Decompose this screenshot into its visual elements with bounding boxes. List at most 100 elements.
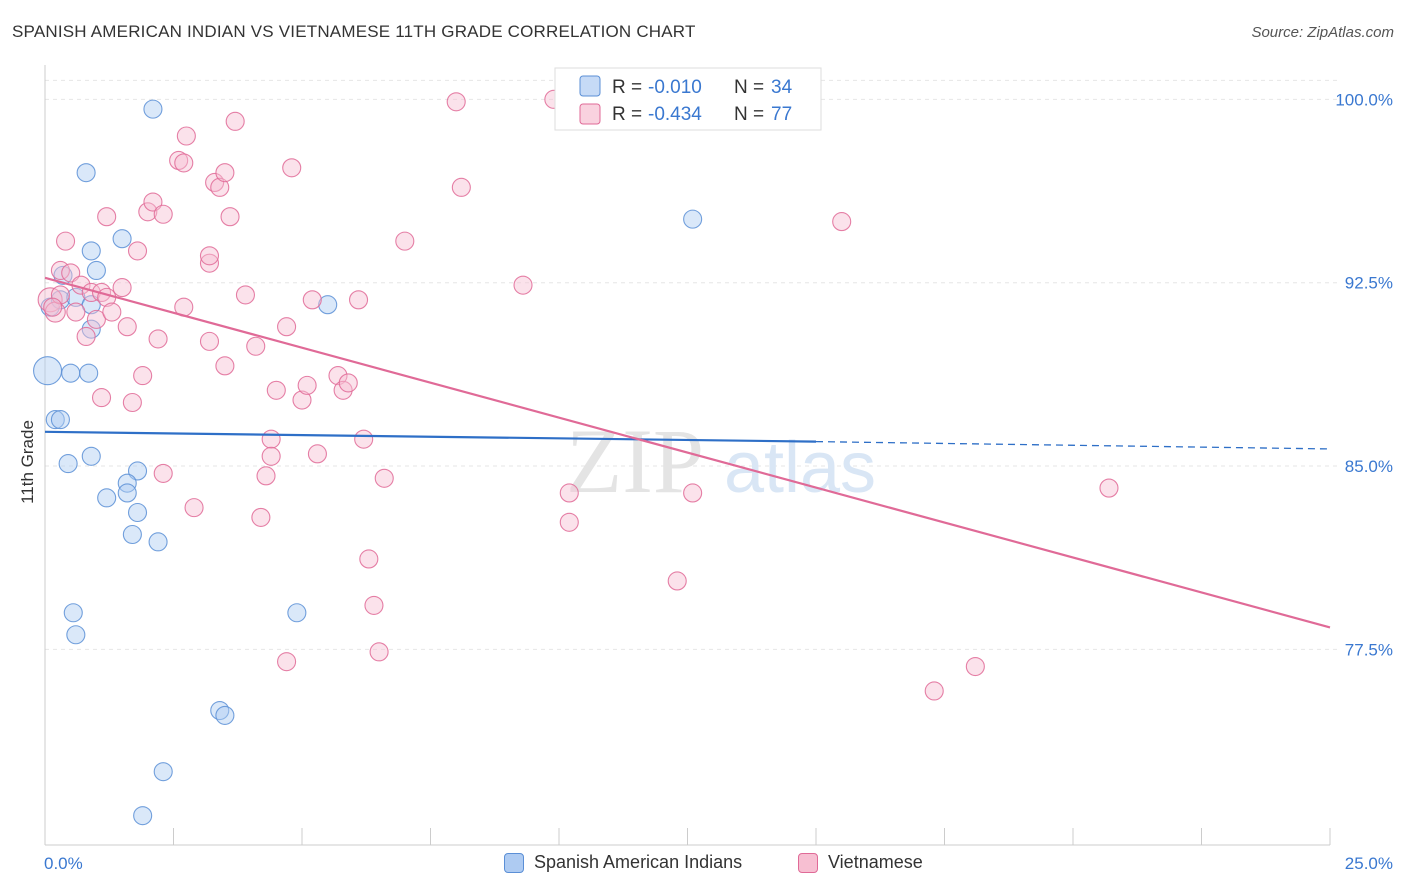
point-0-17 [61, 363, 81, 383]
legend-series-swatch-1 [798, 852, 818, 873]
point-0-5 [53, 265, 73, 285]
point-1-30 [225, 111, 245, 131]
point-0-2 [50, 410, 70, 430]
x-tick-labels: 0.0% 25.0% [44, 854, 1393, 873]
point-0-26 [148, 532, 168, 552]
legend-n-0: 34 [771, 77, 793, 98]
point-1-51 [292, 390, 312, 410]
points-spanish-american-indians [33, 99, 703, 826]
point-1-29 [220, 207, 240, 227]
point-1-67 [559, 512, 579, 532]
watermark-zip: ZIP [566, 410, 704, 512]
trend-line-spanish-american-indians [44, 430, 817, 443]
point-1-28 [215, 163, 235, 183]
point-1-55 [338, 373, 358, 393]
point-0-12 [683, 209, 703, 229]
point-0-31 [215, 705, 235, 725]
point-0-22 [117, 483, 137, 503]
point-0-29 [287, 603, 307, 623]
axes [44, 65, 1331, 846]
chart-title: SPANISH AMERICAN INDIAN VS VIETNAMESE 11… [12, 22, 696, 41]
point-0-23 [97, 488, 117, 508]
point-0-13 [318, 295, 338, 315]
point-0-27 [63, 603, 83, 623]
legend-series-swatch-0 [504, 852, 524, 873]
point-1-25 [199, 246, 220, 266]
point-1-56 [261, 429, 281, 449]
legend-item-spanish-american-indians[interactable]: Spanish American Indians [504, 852, 742, 873]
point-1-74 [965, 656, 985, 677]
point-1-40 [348, 290, 369, 310]
point-0-6 [66, 287, 86, 307]
point-1-8 [76, 326, 96, 347]
point-1-60 [153, 463, 173, 483]
point-1-21 [169, 150, 189, 171]
gridlines [45, 79, 1340, 650]
point-1-36 [246, 336, 266, 356]
point-0-7 [86, 260, 106, 281]
y-tick-label-1: 85.0% [1345, 457, 1393, 476]
point-1-63 [184, 498, 204, 518]
point-1-59 [354, 429, 374, 449]
point-1-45 [513, 275, 533, 295]
point-0-21 [117, 473, 137, 493]
point-1-76 [43, 297, 63, 317]
point-1-73 [277, 652, 297, 672]
point-0-9 [112, 229, 132, 249]
trend-line-vietnamese [44, 276, 1331, 629]
point-1-64 [251, 507, 271, 527]
point-1-39 [302, 290, 322, 310]
point-0-4 [50, 290, 70, 310]
legend-stats: R = -0.010 N = 34 R = -0.434 N = 77 [554, 67, 822, 131]
point-1-24 [199, 253, 220, 273]
point-1-6 [66, 302, 86, 322]
point-1-5 [61, 263, 81, 283]
legend-series-label-1: Vietnamese [828, 852, 923, 872]
point-1-15 [117, 317, 137, 337]
point-1-49 [122, 392, 142, 413]
point-0-11 [143, 99, 163, 119]
legend-swatch-1 [579, 103, 601, 125]
point-1-47 [133, 366, 153, 386]
point-1-10 [86, 309, 106, 329]
point-1-17 [127, 241, 148, 261]
point-1-65 [559, 483, 579, 503]
point-1-37 [277, 317, 297, 337]
legend-r-label-0: R = [612, 77, 642, 98]
legend-item-vietnamese[interactable]: Vietnamese [798, 852, 923, 873]
point-1-18 [138, 202, 158, 222]
legend-n-label-0: N = [734, 77, 764, 98]
point-0-8 [81, 241, 101, 261]
point-1-57 [261, 446, 281, 466]
point-1-58 [307, 444, 327, 464]
point-1-70 [667, 571, 687, 591]
point-1-50 [266, 380, 286, 400]
point-1-61 [256, 466, 276, 486]
y-tick-labels: 77.5% 85.0% 92.5% 100.0% [1335, 90, 1393, 659]
point-0-33 [133, 806, 153, 826]
point-1-14 [112, 278, 132, 298]
point-1-16 [97, 207, 117, 227]
point-0-1 [45, 410, 65, 430]
point-1-33 [199, 331, 220, 351]
x-tick-label-0: 0.0% [44, 854, 83, 873]
point-0-0 [33, 356, 63, 386]
point-1-4 [56, 231, 76, 251]
point-0-25 [122, 524, 142, 545]
point-1-62 [374, 468, 394, 488]
point-1-52 [297, 375, 317, 395]
point-1-69 [359, 549, 379, 569]
point-0-20 [127, 461, 148, 481]
point-0-24 [127, 502, 148, 523]
point-1-68 [1099, 478, 1119, 498]
legend-r-0: -0.010 [648, 77, 702, 98]
point-1-44 [451, 177, 471, 197]
points-vietnamese [37, 89, 1119, 701]
legend-n-1: 77 [771, 104, 792, 125]
point-0-18 [81, 446, 101, 466]
y-tick-label-3: 100.0% [1335, 90, 1393, 109]
point-1-48 [91, 388, 112, 408]
point-1-71 [364, 595, 384, 615]
point-1-20 [153, 204, 173, 224]
y-tick-label-0: 77.5% [1345, 640, 1393, 659]
